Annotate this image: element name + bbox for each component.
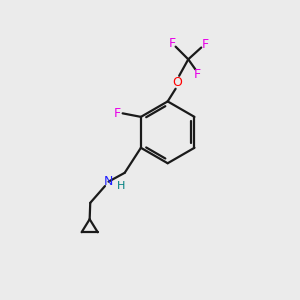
Text: F: F bbox=[169, 37, 176, 50]
Text: N: N bbox=[104, 175, 113, 188]
Text: F: F bbox=[202, 38, 209, 50]
Text: H: H bbox=[117, 181, 125, 191]
Text: F: F bbox=[114, 107, 121, 120]
Text: O: O bbox=[172, 76, 182, 89]
Text: F: F bbox=[194, 68, 201, 81]
